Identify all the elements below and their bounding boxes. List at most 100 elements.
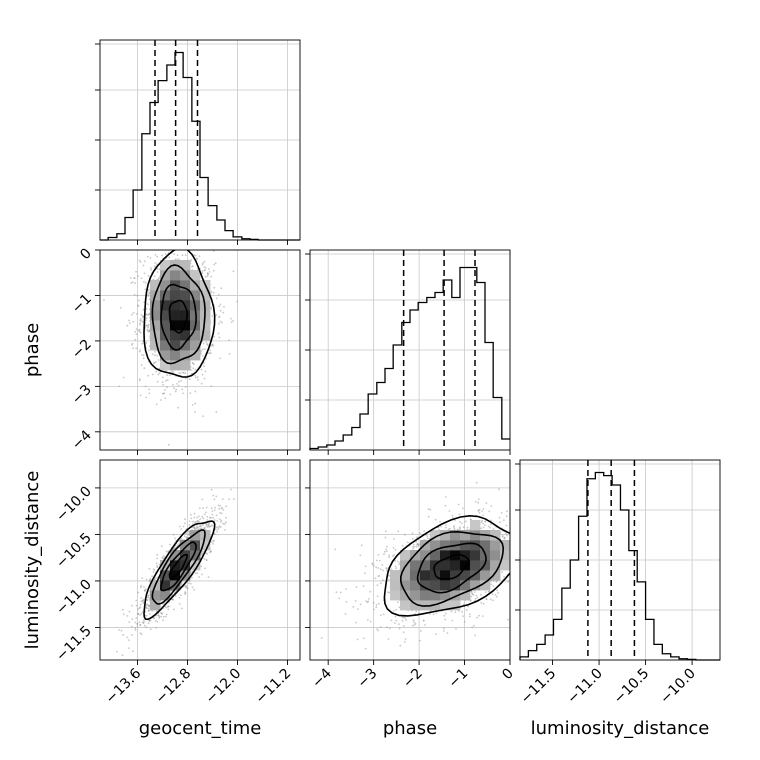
sample-point xyxy=(200,565,203,568)
sample-point xyxy=(140,277,143,280)
sample-point xyxy=(479,593,482,596)
sample-point xyxy=(134,627,137,630)
sample-point xyxy=(236,300,238,303)
sample-point xyxy=(395,619,398,622)
sample-point xyxy=(148,567,151,570)
density-bin xyxy=(190,530,201,541)
sample-point xyxy=(411,624,414,627)
sample-point xyxy=(476,616,478,619)
sample-point xyxy=(193,588,196,591)
density-bin xyxy=(180,360,191,371)
sample-point xyxy=(153,275,156,278)
sample-point xyxy=(165,606,168,609)
sample-point xyxy=(158,615,161,618)
sample-point xyxy=(127,647,130,649)
sample-point xyxy=(202,342,205,345)
sample-point xyxy=(492,599,494,602)
sample-point xyxy=(484,591,487,593)
density-bin xyxy=(170,550,181,561)
sample-point xyxy=(147,607,150,610)
sample-point xyxy=(482,526,485,529)
sample-point xyxy=(474,597,477,600)
sample-point xyxy=(210,550,213,553)
sample-point xyxy=(362,585,365,588)
sample-point xyxy=(153,361,156,364)
sample-point xyxy=(489,598,492,601)
sample-point xyxy=(392,547,395,549)
sample-point xyxy=(203,365,205,368)
sample-point xyxy=(120,629,123,632)
sample-point xyxy=(122,613,125,616)
sample-point xyxy=(188,520,191,523)
histogram-step-phase xyxy=(309,266,510,450)
sample-point xyxy=(148,598,151,601)
sample-point xyxy=(213,263,216,266)
grid-hist-2 xyxy=(520,460,720,660)
sample-point xyxy=(419,532,421,535)
sample-point xyxy=(188,378,191,381)
sample-point xyxy=(365,600,368,603)
sample-point xyxy=(156,380,159,383)
sample-point xyxy=(444,504,447,507)
sample-point xyxy=(194,572,197,575)
sample-point xyxy=(459,520,461,523)
sample-point xyxy=(184,522,186,525)
sample-point xyxy=(204,269,206,272)
sample-point xyxy=(366,619,369,621)
density-bin xyxy=(200,320,211,331)
sample-point xyxy=(217,528,220,530)
panel-hist-phase xyxy=(305,249,511,455)
sample-point xyxy=(165,613,168,616)
sample-point xyxy=(458,513,461,516)
contour-level-0 xyxy=(168,299,188,334)
sample-point xyxy=(143,585,145,588)
sample-point xyxy=(487,525,490,528)
sample-point xyxy=(494,594,497,596)
sample-point xyxy=(230,321,233,324)
sample-point xyxy=(211,315,214,317)
sample-point xyxy=(140,364,143,366)
sample-point xyxy=(126,324,129,327)
sample-point xyxy=(473,624,475,627)
sample-point xyxy=(201,515,204,518)
sample-point xyxy=(378,575,381,577)
sample-point xyxy=(132,320,135,323)
sample-point xyxy=(228,339,231,342)
sample-point xyxy=(158,616,161,619)
sample-point xyxy=(165,550,168,553)
sample-point xyxy=(225,516,227,519)
sample-point xyxy=(133,277,136,279)
sample-point xyxy=(213,498,216,501)
density-bin xyxy=(170,290,181,301)
sample-point xyxy=(385,550,388,552)
sample-point xyxy=(130,277,132,279)
sample-point xyxy=(147,349,150,352)
sample-point xyxy=(135,270,138,273)
sample-point xyxy=(181,254,184,257)
sample-point xyxy=(345,600,348,603)
sample-point xyxy=(388,627,391,630)
sample-point xyxy=(220,512,223,515)
sample-point xyxy=(137,591,140,594)
sample-point xyxy=(375,559,378,562)
sample-point xyxy=(136,625,139,628)
sample-point xyxy=(355,621,357,624)
density-bin xyxy=(200,540,211,551)
sample-point xyxy=(142,602,145,605)
density-bin xyxy=(180,260,191,271)
sample-point xyxy=(382,613,385,616)
sample-point xyxy=(457,503,460,506)
sample-point xyxy=(134,621,137,624)
sample-point xyxy=(207,523,210,526)
sample-point xyxy=(180,379,183,382)
sample-point xyxy=(439,520,441,523)
sample-point xyxy=(200,350,203,352)
sample-point xyxy=(218,336,221,339)
sample-point xyxy=(196,572,199,575)
sample-point xyxy=(212,269,215,272)
contours xyxy=(143,520,216,621)
sample-point xyxy=(222,311,225,314)
sample-point xyxy=(201,264,204,266)
sample-point xyxy=(184,518,186,521)
density-bin xyxy=(180,340,191,351)
